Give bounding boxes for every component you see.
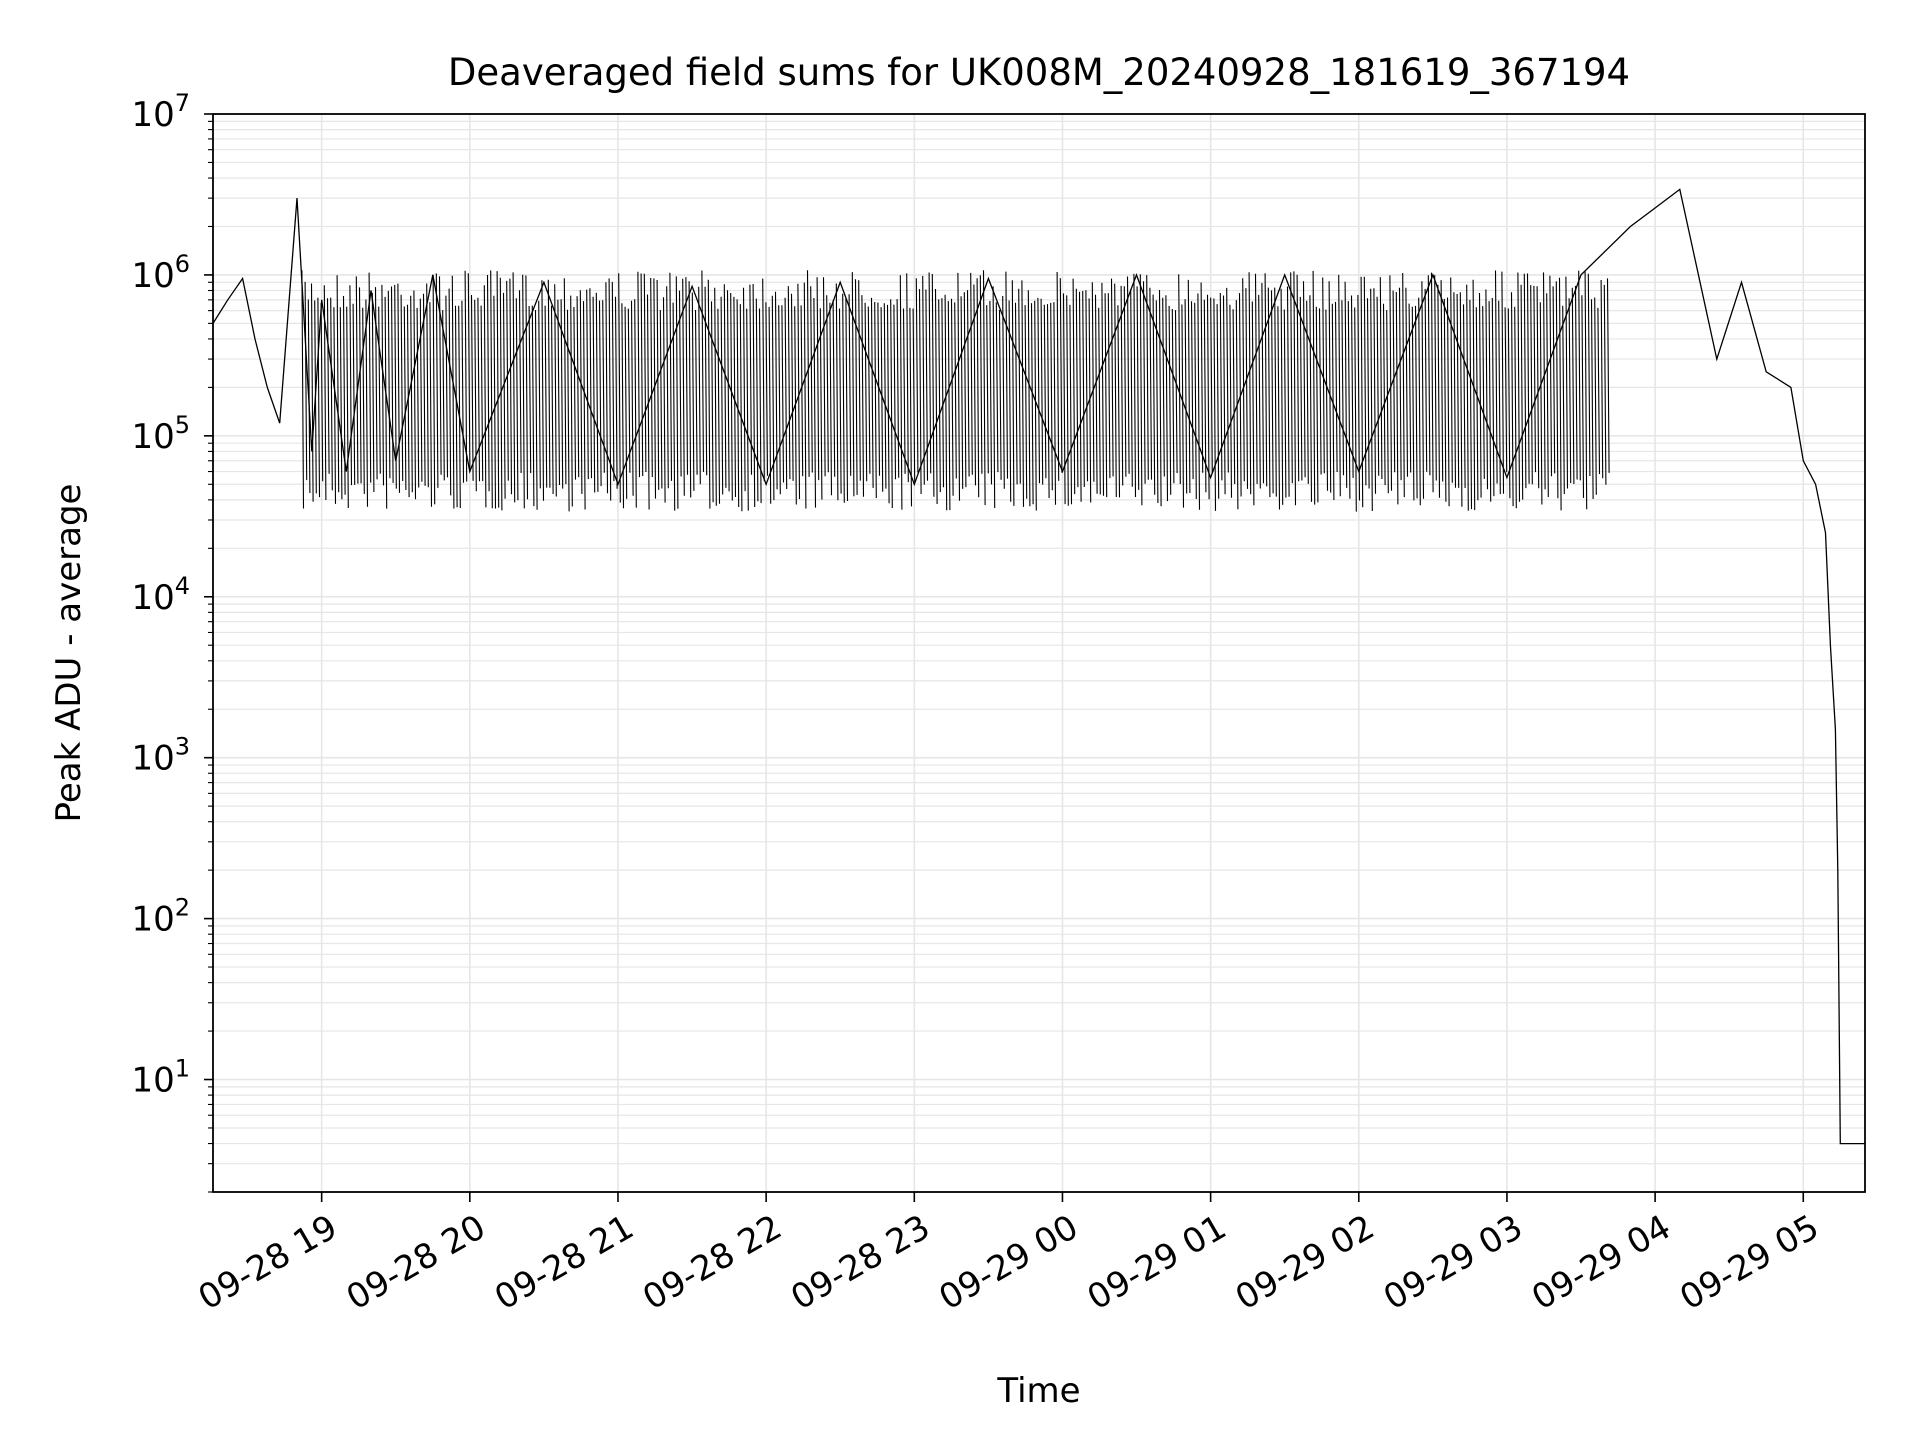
y-tick-label-base: 10 (131, 256, 174, 296)
y-tick-label-base: 10 (131, 900, 174, 940)
y-tick-label-exponent: 1 (175, 1055, 190, 1083)
chart-title: Deaveraged field sums for UK008M_2024092… (448, 51, 1630, 94)
y-tick-label: 106 (131, 250, 190, 296)
y-tick-label: 103 (131, 733, 190, 779)
y-tick-label-base: 10 (131, 739, 174, 779)
y-tick-label-base: 10 (131, 417, 174, 457)
grid (213, 114, 1865, 1193)
plot-frame (212, 113, 1866, 1193)
y-tick-label-exponent: 2 (175, 894, 190, 922)
y-tick-label-exponent: 4 (175, 572, 190, 600)
y-tick-label: 107 (131, 89, 190, 135)
y-tick-label-exponent: 6 (175, 250, 190, 278)
y-tick-label: 102 (131, 894, 190, 940)
y-axis-label: Peak ADU - average (49, 484, 89, 823)
y-tick-label: 105 (131, 411, 190, 457)
data-band (301, 270, 1610, 512)
y-tick-label-base: 10 (131, 1061, 174, 1101)
y-tick-label-base: 10 (131, 578, 174, 618)
series-line (212, 188, 1865, 1145)
y-tick-label: 101 (131, 1055, 190, 1101)
y-tick-label-exponent: 3 (175, 733, 190, 761)
y-tick-label-base: 10 (131, 95, 174, 135)
data-band-trace (301, 270, 1610, 512)
y-tick-label-exponent: 5 (175, 411, 190, 439)
y-tick-label-exponent: 7 (175, 89, 190, 117)
y-tick-label: 104 (131, 572, 190, 618)
x-axis-label: Time (996, 1371, 1080, 1411)
